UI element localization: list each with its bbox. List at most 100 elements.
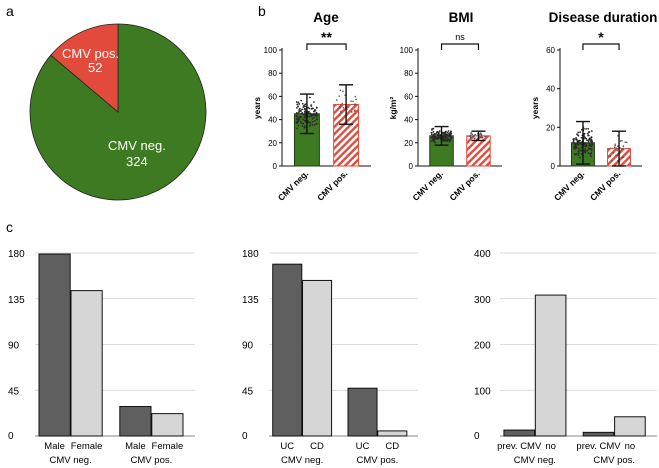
- data-point-duration: [574, 142, 577, 145]
- data-point-bmi: [430, 131, 433, 134]
- chart-title-duration: Disease duration: [549, 10, 658, 25]
- data-point-duration: [621, 156, 624, 159]
- data-point-age: [307, 106, 310, 109]
- data-point-duration: [622, 145, 625, 147]
- data-point-duration: [584, 148, 587, 150]
- data-point-duration: [586, 139, 589, 142]
- data-point-bmi: [469, 136, 472, 139]
- data-point-bmi: [444, 139, 447, 142]
- data-point-age: [297, 124, 300, 127]
- data-point-age: [297, 101, 300, 104]
- data-point-age: [338, 95, 341, 97]
- y-tick-label-age: 80: [268, 69, 277, 78]
- data-point-bmi: [431, 138, 434, 141]
- group-label-sex: CMV neg.: [49, 455, 91, 466]
- data-point-bmi: [444, 136, 447, 138]
- y-tick-label-diagnosis: 180: [242, 249, 259, 260]
- data-point-bmi: [450, 131, 452, 133]
- data-point-duration: [580, 153, 583, 156]
- bar-diagnosis-1-1: [377, 430, 408, 437]
- bar-previous-0-0: [503, 429, 536, 437]
- data-point-duration: [580, 146, 583, 149]
- x-tick-label-diagnosis: UC: [356, 441, 370, 452]
- bar-sex-1-1: [151, 413, 184, 437]
- data-point-bmi: [444, 130, 447, 133]
- x-tick-label-sex: Male: [44, 441, 65, 452]
- data-point-age: [311, 107, 314, 110]
- data-point-duration: [585, 128, 587, 130]
- y-axis-label-age: years: [252, 97, 262, 119]
- pie-value-cmv-pos: 52: [88, 60, 102, 75]
- data-point-age: [298, 103, 301, 105]
- data-point-duration: [572, 139, 575, 142]
- x-tick-label-previous: no: [625, 441, 636, 452]
- y-tick-label-diagnosis: 135: [242, 295, 259, 306]
- data-point-duration: [583, 149, 586, 152]
- data-point-age: [300, 122, 303, 125]
- data-point-duration: [575, 147, 578, 149]
- data-point-duration: [577, 154, 580, 157]
- chart-title-bmi: BMI: [449, 10, 474, 25]
- y-tick-label-sex: 180: [8, 249, 25, 260]
- data-point-age: [313, 123, 316, 126]
- data-point-duration: [572, 141, 575, 144]
- data-point-duration: [624, 141, 627, 143]
- data-point-duration: [578, 152, 580, 155]
- data-point-bmi: [470, 132, 473, 134]
- x-tick-label-previous: prev. CMV: [576, 441, 621, 452]
- x-tick-label-duration: CMV neg.: [552, 168, 586, 202]
- data-point-age: [295, 121, 298, 124]
- data-point-duration: [579, 149, 581, 152]
- group-label-previous: CMV pos.: [593, 455, 635, 466]
- data-point-duration: [617, 159, 619, 162]
- bar-sex-0-0: [38, 253, 71, 437]
- data-point-age: [304, 110, 307, 113]
- data-point-bmi: [431, 129, 433, 131]
- data-point-age: [296, 112, 299, 115]
- y-tick-label-duration: 60: [546, 46, 555, 55]
- data-point-duration: [625, 141, 628, 144]
- data-point-age: [339, 89, 342, 92]
- data-point-age: [304, 103, 307, 106]
- data-point-duration: [590, 152, 592, 155]
- significance-label-bmi: ns: [455, 32, 465, 42]
- x-tick-label-diagnosis: CD: [310, 441, 324, 452]
- data-point-duration: [622, 147, 624, 150]
- data-point-bmi: [430, 140, 433, 143]
- data-point-bmi: [479, 133, 481, 136]
- data-point-duration: [583, 142, 586, 144]
- data-point-age: [340, 110, 342, 113]
- x-tick-label-sex: Female: [152, 441, 184, 452]
- data-point-duration: [611, 159, 613, 162]
- data-point-duration: [616, 149, 619, 152]
- data-point-duration: [579, 131, 582, 134]
- y-tick-label-age: 60: [268, 92, 277, 101]
- x-tick-label-age: CMV neg.: [276, 168, 310, 202]
- data-point-bmi: [468, 135, 470, 137]
- data-point-age: [301, 125, 304, 128]
- y-tick-label-age: 100: [264, 46, 278, 55]
- data-point-duration: [621, 139, 623, 142]
- x-tick-label-bmi: CMV pos.: [447, 168, 481, 202]
- y-tick-label-diagnosis: 45: [242, 386, 254, 397]
- data-point-age: [303, 125, 306, 127]
- data-point-age: [315, 122, 318, 125]
- data-point-duration: [615, 147, 618, 149]
- x-tick-label-age: CMV pos.: [315, 168, 349, 202]
- bar-diagnosis-0-1: [302, 279, 333, 437]
- data-point-age: [304, 120, 307, 123]
- data-point-duration: [574, 145, 576, 147]
- data-point-age: [296, 103, 299, 106]
- data-point-age: [338, 105, 341, 108]
- data-point-duration: [573, 137, 576, 140]
- data-point-age: [339, 104, 342, 107]
- data-point-duration: [577, 134, 580, 137]
- data-point-duration: [577, 147, 580, 150]
- data-point-bmi: [438, 134, 440, 137]
- data-point-age: [354, 109, 356, 111]
- data-point-age: [309, 122, 312, 125]
- data-point-age: [295, 101, 298, 103]
- data-point-age: [297, 105, 300, 108]
- data-point-age: [299, 115, 301, 118]
